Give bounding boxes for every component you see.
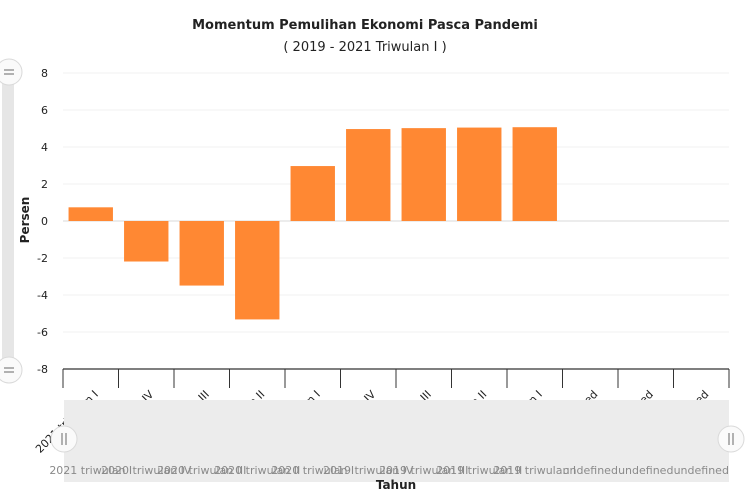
navigator-label: 2020 triwulan IV — [101, 464, 192, 477]
vertical-scrollbar-track[interactable] — [2, 72, 14, 372]
navigator-label: undefined — [618, 464, 673, 477]
y-tick-label: -4 — [37, 289, 48, 302]
chart-subtitle: ( 2019 - 2021 Triwulan I ) — [283, 40, 446, 55]
y-tick-label: 4 — [41, 141, 48, 154]
bar[interactable] — [124, 221, 169, 262]
navigator-label: 2020 triwulan II — [214, 464, 300, 477]
vertical-scroll-handle-top[interactable] — [0, 58, 23, 86]
navigator-label: undefined — [563, 464, 618, 477]
y-tick-label: -6 — [37, 326, 48, 339]
navigator-label: undefined — [674, 464, 729, 477]
bar[interactable] — [179, 221, 224, 286]
navigator-label: 2019 triwulan IV — [323, 464, 414, 477]
vertical-scroll-handle-bottom[interactable] — [0, 356, 23, 384]
bar[interactable] — [457, 127, 502, 221]
bar[interactable] — [346, 129, 391, 221]
y-tick-label: 0 — [41, 215, 48, 228]
y-axis-label: Persen — [18, 197, 32, 244]
navigator-label: 2021 triwulan I — [49, 464, 132, 477]
x-axis — [62, 368, 730, 388]
bar[interactable] — [401, 128, 446, 221]
y-tick-label: 8 — [41, 67, 48, 80]
vertical-scrollbar[interactable] — [0, 58, 23, 384]
gridlines — [63, 72, 729, 370]
navigator-handle-left[interactable] — [50, 425, 78, 453]
y-tick-label: 2 — [41, 178, 48, 191]
navigator-label: 2020 triwulan I — [271, 464, 354, 477]
y-tick-labels: 8 6 4 2 0 -2 -4 -6 -8 — [37, 67, 48, 376]
navigator-label: 2019 triwulan III — [379, 464, 468, 477]
y-tick-label: 6 — [41, 104, 48, 117]
bars — [68, 127, 557, 320]
navigator-label: 2019 triwulan II — [436, 464, 522, 477]
chart-title: Momentum Pemulihan Ekonomi Pasca Pandemi — [192, 18, 538, 33]
x-axis-label: Tahun — [376, 478, 416, 492]
navigator-label: 2020 triwulan III — [157, 464, 246, 477]
navigator-label: 2019 triwulan I — [493, 464, 576, 477]
navigator-handle-right[interactable] — [717, 425, 745, 453]
bar[interactable] — [235, 221, 280, 320]
y-tick-label: -8 — [37, 363, 48, 376]
bar[interactable] — [512, 127, 557, 221]
bar[interactable] — [290, 166, 335, 221]
bar[interactable] — [68, 207, 113, 221]
navigator-track[interactable] — [64, 400, 729, 482]
y-tick-label: -2 — [37, 252, 48, 265]
